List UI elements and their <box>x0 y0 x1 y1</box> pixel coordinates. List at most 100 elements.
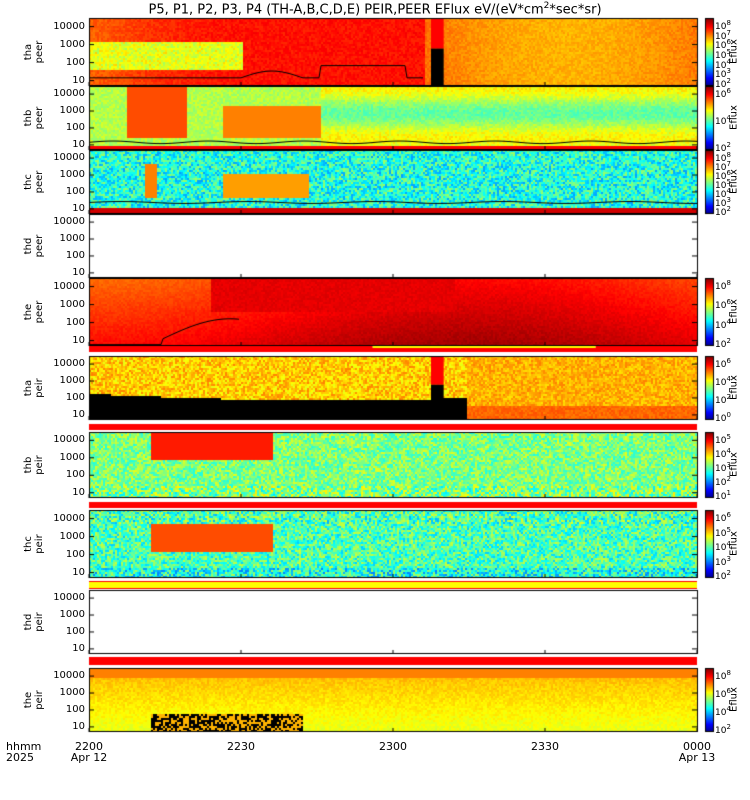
colorbar-tick-label: 105 <box>715 433 731 446</box>
panel-instrument: peer <box>34 40 45 64</box>
colorbar-tick-label: 103 <box>715 554 731 568</box>
panel-label-thc-peir: thc peir <box>23 524 45 564</box>
colorbar-tick-label: 105 <box>715 525 731 539</box>
panel-probe: thd <box>23 613 34 631</box>
x-tick-label: 2300 <box>379 740 407 753</box>
y-tick-label: 100 <box>65 249 85 261</box>
colorbar-tick-label: 102 <box>715 141 731 154</box>
y-tick-label: 10 <box>72 202 85 214</box>
colorbar-tick-label: 104 <box>715 375 731 388</box>
panel-label-tha-peir: tha peir <box>23 368 45 408</box>
colorbar-tick-label: 104 <box>715 317 731 331</box>
colorbar-tick-label: 105 <box>715 178 731 191</box>
y-tick-label: 100 <box>65 316 85 328</box>
colorbar-title: Eflux <box>728 105 740 130</box>
x-tick-date: Apr 12 <box>70 751 108 764</box>
colorbar-title: Eflux <box>728 375 740 400</box>
y-tick-label: 100 <box>65 56 85 68</box>
y-tick-label: 10000 <box>53 358 85 370</box>
colorbar-tick-label: 106 <box>715 38 731 52</box>
colorbar-tick-label: 106 <box>715 298 731 312</box>
panel-instrument: peer <box>34 170 45 194</box>
colorbar-tick-label: 108 <box>715 151 731 164</box>
y-tick-label: 10000 <box>53 434 85 446</box>
y-tick-label: 10000 <box>53 20 85 32</box>
y-tick-label: 10 <box>72 408 85 420</box>
x-tick-label: 2330 <box>531 740 559 753</box>
colorbar-tick-label: 102 <box>715 569 731 582</box>
panel-probe: tha <box>23 43 34 61</box>
y-tick-label: 1000 <box>59 609 85 621</box>
panel-instrument: peer <box>34 234 45 258</box>
panel-instrument: peir <box>34 534 45 554</box>
y-tick-label: 10000 <box>53 88 85 100</box>
colorbar-tick-label: 104 <box>715 447 731 460</box>
colorbar-tick-label: 103 <box>715 196 731 209</box>
colorbar-tick-label: 100 <box>715 411 731 424</box>
panel-label-the-peer: the peer <box>23 292 45 332</box>
y-tick-label: 1000 <box>59 530 85 542</box>
colorbar-tick-label: 102 <box>715 205 731 218</box>
y-tick-label: 1000 <box>59 233 85 245</box>
panel-instrument: peir <box>34 612 45 632</box>
colorbar-tick-label: 107 <box>715 28 731 42</box>
colorbar-tick-label: 106 <box>715 357 731 370</box>
colorbar-tick-label: 101 <box>715 489 731 502</box>
y-tick-label: 10 <box>72 566 85 578</box>
panel-instrument: peer <box>34 300 45 324</box>
y-tick-label: 1000 <box>59 375 85 387</box>
x-tick-label: 2200 <box>75 740 103 753</box>
y-tick-label: 100 <box>65 121 85 133</box>
panel-label-thb-peir: thb peir <box>23 445 45 485</box>
colorbar-title: Eflux <box>728 299 740 324</box>
y-tick-label: 1000 <box>59 687 85 699</box>
y-tick-label: 1000 <box>59 169 85 181</box>
colorbar-tick-label: 106 <box>715 687 731 700</box>
colorbar-tick-label: 106 <box>715 511 731 524</box>
panel-instrument: peir <box>34 455 45 475</box>
colorbar-title: Eflux <box>728 531 740 556</box>
y-tick-label: 100 <box>65 185 85 197</box>
colorbar-tick-label: 103 <box>715 461 731 474</box>
y-tick-label: 1000 <box>59 298 85 310</box>
y-tick-label: 10000 <box>53 280 85 292</box>
y-tick-label: 10 <box>72 486 85 498</box>
y-tick-label: 100 <box>65 625 85 637</box>
y-tick-label: 100 <box>65 548 85 560</box>
colorbar-tick-label: 106 <box>715 169 731 182</box>
panel-label-thd-peir: thd peir <box>23 602 45 642</box>
y-tick-label: 10 <box>72 138 85 150</box>
y-tick-label: 10 <box>72 334 85 346</box>
colorbar-tick-label: 108 <box>715 669 731 682</box>
colorbar-title: Eflux <box>728 452 740 477</box>
panel-probe: thd <box>23 237 34 255</box>
panel-label-thc-peer: thc peer <box>23 162 45 202</box>
panel-probe: the <box>23 303 34 321</box>
y-tick-label: 1000 <box>59 451 85 463</box>
colorbar-tick-label: 105 <box>715 48 731 61</box>
panel-instrument: peir <box>34 378 45 398</box>
panel-probe: thc <box>23 536 34 552</box>
plot-title: P5, P1, P2, P3, P4 (TH-A,B,C,D,E) PEIR,P… <box>148 1 602 18</box>
colorbar-tick-label: 102 <box>715 77 731 90</box>
colorbar-tick-label: 104 <box>715 705 731 718</box>
colorbar-title: Eflux <box>728 39 740 64</box>
colorbar-tick-label: 104 <box>715 114 731 127</box>
y-tick-label: 100 <box>65 703 85 715</box>
y-tick-label: 10000 <box>53 216 85 228</box>
y-tick-label: 1000 <box>59 38 85 50</box>
y-tick-label: 10000 <box>53 512 85 524</box>
colorbar-tick-label: 102 <box>715 393 731 406</box>
y-tick-label: 10 <box>72 266 85 278</box>
colorbar-tick-label: 102 <box>715 337 731 350</box>
y-tick-label: 10000 <box>53 152 85 164</box>
panel-label-tha-peer: tha peer <box>23 32 45 72</box>
y-tick-label: 100 <box>65 391 85 403</box>
y-tick-label: 10 <box>72 720 85 732</box>
colorbar-tick-label: 102 <box>715 723 731 736</box>
panel-instrument: peir <box>34 690 45 710</box>
y-tick-label: 10000 <box>53 592 85 604</box>
colorbar-tick-label: 107 <box>715 160 731 173</box>
x-header-year: 2025 <box>6 751 34 764</box>
